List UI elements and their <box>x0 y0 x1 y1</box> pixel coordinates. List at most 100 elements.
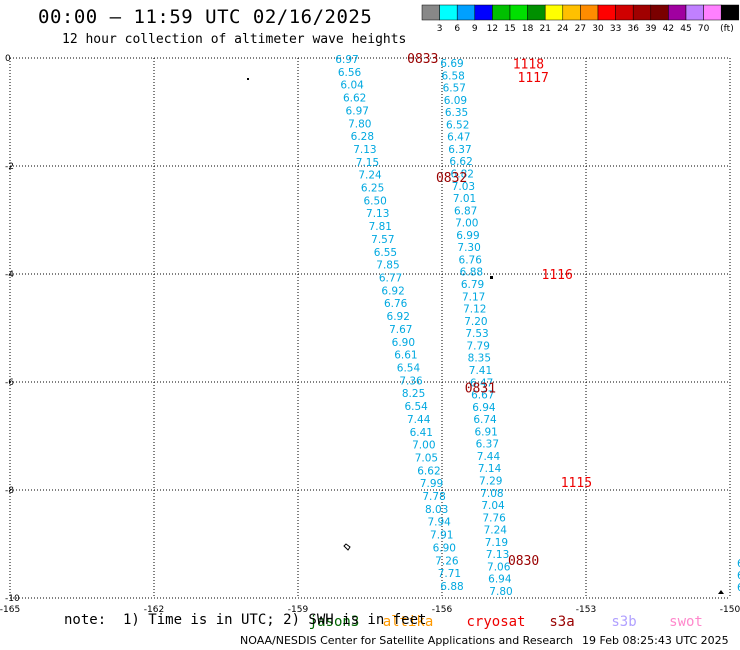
swh-value: 8.35 <box>468 353 491 365</box>
colorbar-unit: (ft) <box>720 24 734 34</box>
colorbar-swatch <box>650 4 669 21</box>
page-subtitle: 12 hour collection of altimeter wave hei… <box>62 32 407 47</box>
swh-value: 6.67 <box>471 390 494 402</box>
swh-value: 7.24 <box>484 525 508 537</box>
colorbar-swatch <box>509 4 528 21</box>
swh-value: 6.77 <box>379 273 402 285</box>
satellite-legend-item: altika <box>383 614 434 630</box>
swh-value: 6.37 <box>448 144 471 156</box>
swh-value: 7.30 <box>457 242 480 254</box>
satellite-legend-item: cryosat <box>466 614 525 630</box>
swh-value: 6.35 <box>445 107 468 119</box>
swh-value: 6.09 <box>444 95 467 107</box>
colorbar-label: 42 <box>663 24 674 34</box>
swh-value: 7.13 <box>353 144 376 156</box>
swh-value: 6.54 <box>397 362 421 374</box>
swh-value: 6 <box>737 570 740 582</box>
lon-tick-label: -165 <box>0 605 20 615</box>
swh-value: 7.17 <box>462 291 485 303</box>
swh-value: 6.88 <box>440 581 463 593</box>
colorbar-label: 6 <box>454 24 460 34</box>
swh-value: 6 <box>737 558 740 570</box>
swh-value: 6.56 <box>338 67 362 79</box>
axis-ticks: -165 -162 -159 -156 -153 -150 0 -2 -4 -6 -8 -10 <box>0 54 740 615</box>
swh-value: 7.41 <box>469 365 492 377</box>
colorbar-label: 24 <box>557 24 569 34</box>
lat-tick-label: -4 <box>5 270 14 280</box>
swh-value: 7.80 <box>348 118 371 130</box>
generated-timestamp: 19 Feb 08:25:43 UTC 2025 <box>582 634 729 647</box>
swh-value: 6.62 <box>343 93 366 105</box>
colorbar-swatch <box>668 4 687 21</box>
swh-value: 6.97 <box>335 54 358 66</box>
swh-value: 6.28 <box>351 131 374 143</box>
colorbar-label: 27 <box>575 24 586 34</box>
swh-value: 7.15 <box>356 157 379 169</box>
satellite-legend-item: jason3 <box>309 614 360 630</box>
colorbar-swatch <box>544 4 564 21</box>
swh-value: 7.76 <box>482 512 506 524</box>
swh-value: 6.76 <box>459 254 483 266</box>
colorbar-label: 3 <box>437 24 443 34</box>
swh-value: 7.05 <box>415 452 438 464</box>
colorbar-swatch <box>456 4 476 21</box>
swh-value: 6.90 <box>392 337 415 349</box>
swh-value: 6.62 <box>417 465 440 477</box>
swh-value: 6.41 <box>410 427 433 439</box>
swh-value: 6.61 <box>394 350 417 362</box>
lon-tick-label: -162 <box>144 605 164 615</box>
swh-value: 7.20 <box>464 316 487 328</box>
swh-value: 6.69 <box>440 58 463 70</box>
swh-value: 7.13 <box>486 549 509 561</box>
swh-value: 7.36 <box>399 375 423 387</box>
swh-value: 7.00 <box>455 218 478 230</box>
swh-value: 6.87 <box>454 205 477 217</box>
wave-height-values: 6.976.566.046.626.977.806.287.137.157.24… <box>335 54 740 598</box>
island-marker <box>247 78 249 80</box>
colorbar-swatch <box>615 4 634 21</box>
track-time-label: 0830 <box>508 554 539 569</box>
island-marker <box>718 590 724 594</box>
swh-value: 7.04 <box>481 500 505 512</box>
colorbar-legend: 3 6 9 12 15 18 21 24 27 30 33 36 39 42 45 70 (ft) <box>421 4 740 34</box>
colorbar-label: 45 <box>680 24 691 34</box>
colorbar-swatch <box>562 4 581 21</box>
swh-value: 7.53 <box>465 328 488 340</box>
swh-value: 8.03 <box>425 504 448 516</box>
colorbar-swatch <box>597 4 616 21</box>
satellite-legend: jason3 altika cryosat s3a s3b swot <box>309 614 703 630</box>
swh-value: 7.26 <box>435 555 459 567</box>
swh-value: 7.08 <box>480 488 503 500</box>
swh-value: 6.58 <box>441 70 464 82</box>
page-title: 00:00 – 11:59 UTC 02/16/2025 <box>38 6 373 28</box>
swh-value: 7.24 <box>358 170 382 182</box>
lon-tick-label: -150 <box>720 605 740 615</box>
swh-value: 7.00 <box>412 440 435 452</box>
credit-line: NOAA/NESDIS Center for Satellite Applica… <box>240 634 574 647</box>
lon-tick-label: -159 <box>288 605 309 615</box>
colorbar-label: 36 <box>627 24 639 34</box>
satellite-legend-item: swot <box>669 614 703 630</box>
colorbar-swatch <box>685 4 704 21</box>
island-marker <box>343 543 351 551</box>
swh-value: 7.57 <box>371 234 394 246</box>
swh-value: 6.57 <box>443 83 466 95</box>
swh-value: 7.12 <box>463 304 486 316</box>
swh-value: 6.91 <box>474 426 497 438</box>
swh-value: 6.88 <box>460 267 483 279</box>
swh-value: 7.01 <box>453 193 476 205</box>
colorbar-label: 33 <box>610 24 621 34</box>
lat-tick-label: 0 <box>5 54 11 64</box>
lon-tick-label: -153 <box>576 605 596 615</box>
swh-value: 7.94 <box>427 517 451 529</box>
track-time-label: 1115 <box>561 476 592 491</box>
swh-value: 6.82 <box>451 169 474 181</box>
colorbar-swatch <box>527 4 546 21</box>
map-grid <box>9 57 731 599</box>
swh-value: 6.90 <box>433 542 456 554</box>
colorbar-swatch <box>580 4 599 21</box>
swh-value: 6.94 <box>472 402 496 414</box>
